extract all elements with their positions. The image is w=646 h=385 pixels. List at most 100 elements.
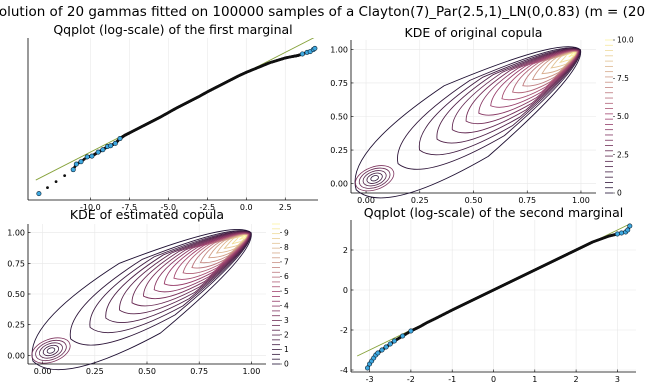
data-point (383, 344, 389, 350)
x-tick-label: 0.0 (240, 203, 253, 212)
contour-level (143, 232, 250, 300)
grid-lines (90, 38, 286, 200)
contour-level (568, 52, 577, 58)
contour-level (35, 339, 67, 362)
figure-title: Convolution of 20 gammas fitted on 10000… (0, 4, 646, 20)
contour-level (465, 49, 580, 125)
contour-level (355, 165, 395, 192)
contour-level (46, 347, 56, 354)
contour-level (358, 167, 391, 189)
data-point (117, 136, 123, 142)
grid-lines (28, 224, 266, 364)
contour-level (153, 232, 250, 293)
y-tick-label: 1.00 (330, 45, 348, 54)
contour-level (131, 231, 251, 307)
y-tick-label: 0.00 (7, 351, 25, 360)
x-tick-label: 0.25 (411, 196, 429, 205)
colorbar-tick-label: 2 (284, 331, 289, 340)
colorbar-tick-label: 7.5 (617, 74, 629, 83)
data-point (312, 45, 318, 51)
x-tick-label: 0.00 (34, 367, 52, 376)
data-point (379, 347, 385, 353)
sample-points (366, 225, 631, 370)
data-point (625, 227, 631, 233)
data-point (400, 333, 406, 339)
contour-level (418, 47, 581, 156)
contour-level (39, 342, 63, 359)
panel-title: KDE of estimated copula (70, 207, 224, 222)
y-tick-label: 1.00 (7, 229, 25, 238)
contour-level (370, 175, 379, 182)
contour-level (366, 172, 383, 184)
panel-kde-estimated-copula: KDE of estimated copula 0.00 0.25 0.50 0.75 1… (7, 207, 289, 376)
contour-level (199, 234, 248, 264)
contour-level (105, 231, 251, 324)
contour-level (550, 51, 577, 69)
panel-qq-first-marginal: Qqplot (log-scale) of the first marginal… (27, 22, 318, 212)
data-point (95, 149, 101, 155)
y-tick-label: 0.25 (7, 321, 25, 330)
x-tick-label: 0.25 (86, 367, 104, 376)
colorbar-tick-label: 5 (284, 287, 289, 296)
colorbar: 0 1 2 3 4 5 6 7 8 9 (272, 223, 289, 369)
x-tick-label: 0.75 (190, 367, 208, 376)
contour-level (397, 47, 581, 170)
colorbar-tick-label: 6 (284, 272, 289, 281)
x-tick-label: -3 (366, 375, 374, 384)
data-point (112, 140, 118, 146)
colorbar-tick-label: 10.0 (617, 36, 634, 45)
x-tick-label: 1.00 (242, 367, 260, 376)
x-tick-label: 2 (574, 375, 579, 384)
x-tick-label: -5.0 (161, 203, 177, 212)
x-tick-label: 2.5 (279, 203, 292, 212)
x-tick-label: 1 (532, 375, 537, 384)
colorbar-tick-label: 4 (284, 301, 289, 310)
x-tick-label: 0 (491, 375, 496, 384)
colorbar-tick-label: 0 (284, 360, 289, 369)
sample-points (37, 47, 316, 196)
contour-level (163, 232, 250, 286)
x-tick-label: 0.00 (357, 196, 375, 205)
y-tick-label: 0.50 (330, 113, 348, 122)
panel-title: KDE of original copula (405, 25, 543, 40)
colorbar-tick-label: 5.0 (617, 112, 629, 121)
colorbar-tick-label: 1 (284, 345, 289, 354)
colorbar-tick-label: 3 (284, 316, 289, 325)
panel-title: Qqplot (log-scale) of the first marginal (53, 22, 292, 37)
data-point (408, 328, 414, 334)
y-tick-label: -2 (340, 326, 348, 335)
contour-level (207, 234, 248, 259)
y-tick-label: 0.25 (330, 146, 348, 155)
data-point (100, 147, 106, 153)
colorbar-tick-label: 8 (284, 243, 289, 252)
contour-level (490, 50, 579, 108)
data-point (627, 223, 633, 229)
contour-level (31, 337, 71, 364)
contour-level (31, 228, 252, 371)
x-tick-label: -2 (407, 375, 415, 384)
contour-level (451, 48, 580, 134)
x-tick-label: 3 (615, 375, 620, 384)
data-point (89, 153, 95, 159)
data-point (84, 154, 90, 160)
contour-level (89, 230, 251, 334)
sample-point (63, 174, 67, 178)
contour-level (522, 50, 578, 87)
panel-kde-original-copula: KDE of original copula 0.00 0.25 0.50 0.75 1.… (330, 25, 634, 205)
x-tick-label: -2.5 (199, 203, 215, 212)
colorbar: 0 2.5 5.0 7.5 10.0 (605, 36, 634, 198)
tail-points (365, 223, 633, 371)
colorbar-tick-label: 2.5 (617, 150, 629, 159)
x-tick-label: -7.5 (122, 203, 138, 212)
colorbar-tick-label: 0 (617, 189, 622, 198)
y-tick-label: -4 (340, 366, 348, 375)
contour-level (478, 49, 579, 116)
data-point (78, 159, 84, 165)
contour-level (69, 230, 252, 346)
sample-point (54, 180, 58, 184)
data-point (619, 230, 625, 236)
x-tick-label: -10.0 (80, 203, 101, 212)
data-point (614, 231, 620, 237)
contour-level (558, 52, 577, 64)
